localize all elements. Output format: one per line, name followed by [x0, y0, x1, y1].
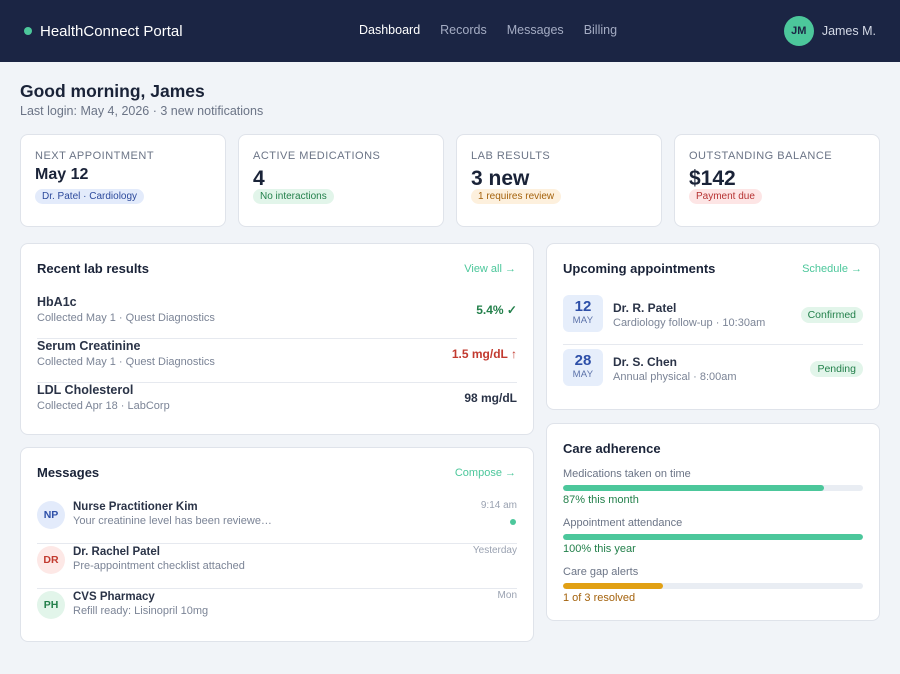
- nav-dashboard[interactable]: Dashboard: [359, 23, 421, 37]
- message-row[interactable]: NP Nurse Practitioner Kim Your creatinin…: [37, 499, 517, 544]
- stat-label: Outstanding balance: [689, 150, 833, 162]
- user-menu[interactable]: JM James M.: [783, 16, 876, 46]
- lab-meta: Collected May 1 · Quest Diagnostics: [37, 356, 215, 368]
- appointment-description: Annual physical · 8:00am: [613, 371, 737, 383]
- appointments-panel: Upcoming appointments Schedule → 12 MAY …: [546, 243, 880, 410]
- lab-results-panel: Recent lab results View all → HbA1c Coll…: [20, 243, 534, 435]
- lab-row[interactable]: HbA1c Collected May 1 · Quest Diagnostic…: [37, 295, 517, 339]
- message-row[interactable]: PH CVS Pharmacy Refill ready: Lisinopril…: [37, 589, 517, 634]
- stat-card-lab-results[interactable]: Lab results 3 new 1 requires review: [456, 134, 662, 227]
- messages-panel: Messages Compose → NP Nurse Practitioner…: [20, 447, 534, 642]
- panel-title: Care adherence: [563, 441, 661, 456]
- stat-value: May 12: [35, 166, 89, 183]
- adherence-progress-bar: [563, 485, 863, 491]
- adherence-label: Medications taken on time: [563, 468, 691, 480]
- lab-row[interactable]: LDL Cholesterol Collected Apr 18 · LabCo…: [37, 383, 517, 427]
- adherence-value: 1 of 3 resolved: [563, 592, 636, 604]
- message-preview: Pre-appointment checklist attached: [73, 560, 245, 572]
- stat-badge: 1 requires review: [471, 189, 562, 204]
- nav-records[interactable]: Records: [440, 23, 487, 37]
- nav-billing[interactable]: Billing: [583, 23, 618, 37]
- appointment-date: 28 MAY: [563, 349, 603, 386]
- stat-badge: Dr. Patel · Cardiology: [35, 189, 145, 204]
- adherence-progress-bar: [563, 583, 863, 589]
- message-preview: Refill ready: Lisinopril 10mg: [73, 605, 209, 617]
- schedule-appointment-link[interactable]: Schedule →: [802, 263, 862, 275]
- lab-value: 1.5 mg/dL ↑: [451, 347, 517, 361]
- panel-title: Messages: [37, 465, 100, 480]
- sender-avatar: NP: [37, 501, 65, 529]
- message-sender: Dr. Rachel Patel: [73, 546, 160, 558]
- adherence-progress-bar: [563, 534, 863, 540]
- main-nav: Dashboard Records Messages Billing: [359, 23, 637, 37]
- message-preview: Your creatinine level has been reviewe…: [73, 515, 272, 527]
- care-adherence-panel: Care adherence Medications taken on time…: [546, 423, 880, 621]
- top-navigation-bar: HealthConnect Portal Dashboard Records M…: [0, 0, 900, 62]
- lab-meta: Collected May 1 · Quest Diagnostics: [37, 312, 215, 324]
- user-name[interactable]: James M.: [821, 24, 876, 38]
- compose-message-link[interactable]: Compose →: [454, 467, 516, 479]
- status-badge: Confirmed: [800, 307, 863, 323]
- message-sender: Nurse Practitioner Kim: [73, 501, 198, 513]
- adherence-progress-fill: [563, 485, 824, 491]
- brand-logo-dot-icon: [24, 27, 32, 35]
- panel-title: Recent lab results: [37, 261, 149, 276]
- adherence-progress-fill: [563, 534, 863, 540]
- stat-label: Active medications: [253, 150, 381, 162]
- adherence-label: Care gap alerts: [563, 566, 639, 578]
- stat-value: 4: [253, 167, 265, 190]
- page-title: Good morning, James: [20, 81, 205, 101]
- stat-value: $142: [689, 167, 736, 190]
- lab-row[interactable]: Serum Creatinine Collected May 1 · Quest…: [37, 339, 517, 383]
- last-login-text: Last login: May 4, 2026 · 3 new notifica…: [20, 104, 264, 118]
- lab-name: HbA1c: [37, 295, 77, 309]
- adherence-progress-fill: [563, 583, 663, 589]
- lab-name: Serum Creatinine: [37, 339, 141, 353]
- adherence-value: 87% this month: [563, 494, 639, 506]
- panel-title: Upcoming appointments: [563, 261, 716, 276]
- appointment-doctor: Dr. S. Chen: [613, 355, 678, 369]
- status-badge: Pending: [810, 361, 863, 377]
- sender-avatar: DR: [37, 546, 65, 574]
- nav-messages[interactable]: Messages: [506, 23, 564, 37]
- appointment-month: MAY: [572, 369, 594, 380]
- sender-avatar: PH: [37, 591, 65, 619]
- adherence-label: Appointment attendance: [563, 517, 683, 529]
- appointment-day: 12: [574, 298, 592, 315]
- unread-dot-icon: [510, 519, 516, 525]
- appointment-date: 12 MAY: [563, 295, 603, 332]
- stat-card-next-appointment[interactable]: Next appointment May 12 Dr. Patel · Card…: [20, 134, 226, 227]
- app-name: HealthConnect Portal: [40, 22, 183, 40]
- appointment-month: MAY: [572, 315, 594, 326]
- view-all-labs-link[interactable]: View all →: [464, 263, 516, 275]
- appointment-doctor: Dr. R. Patel: [613, 301, 677, 315]
- brand[interactable]: HealthConnect Portal: [24, 22, 183, 40]
- stat-value: 3 new: [471, 167, 530, 190]
- stat-card-active-medications[interactable]: Active medications 4 No interactions: [238, 134, 444, 227]
- appointment-row[interactable]: 28 MAY Dr. S. Chen Annual physical · 8:0…: [563, 349, 863, 399]
- lab-value: 5.4% ✓: [476, 303, 517, 317]
- appointment-day: 28: [574, 352, 592, 369]
- stat-card-outstanding-balance[interactable]: Outstanding balance $142 Payment due: [674, 134, 880, 227]
- message-time: 9:14 am: [480, 500, 517, 511]
- message-row[interactable]: DR Dr. Rachel Patel Pre-appointment chec…: [37, 544, 517, 589]
- message-time: Mon: [497, 590, 517, 601]
- stat-label: Lab results: [471, 150, 551, 162]
- lab-value: 98 mg/dL: [464, 391, 517, 405]
- appointment-row[interactable]: 12 MAY Dr. R. Patel Cardiology follow-up…: [563, 295, 863, 345]
- stat-badge: Payment due: [689, 189, 762, 204]
- message-sender: CVS Pharmacy: [73, 591, 155, 603]
- stat-label: Next appointment: [35, 150, 155, 162]
- message-time: Yesterday: [472, 545, 517, 556]
- stat-badge: No interactions: [253, 189, 334, 204]
- lab-meta: Collected Apr 18 · LabCorp: [37, 400, 170, 412]
- lab-name: LDL Cholesterol: [37, 383, 134, 397]
- user-avatar[interactable]: JM: [783, 16, 814, 46]
- appointment-description: Cardiology follow-up · 10:30am: [613, 317, 766, 329]
- adherence-value: 100% this year: [563, 543, 636, 555]
